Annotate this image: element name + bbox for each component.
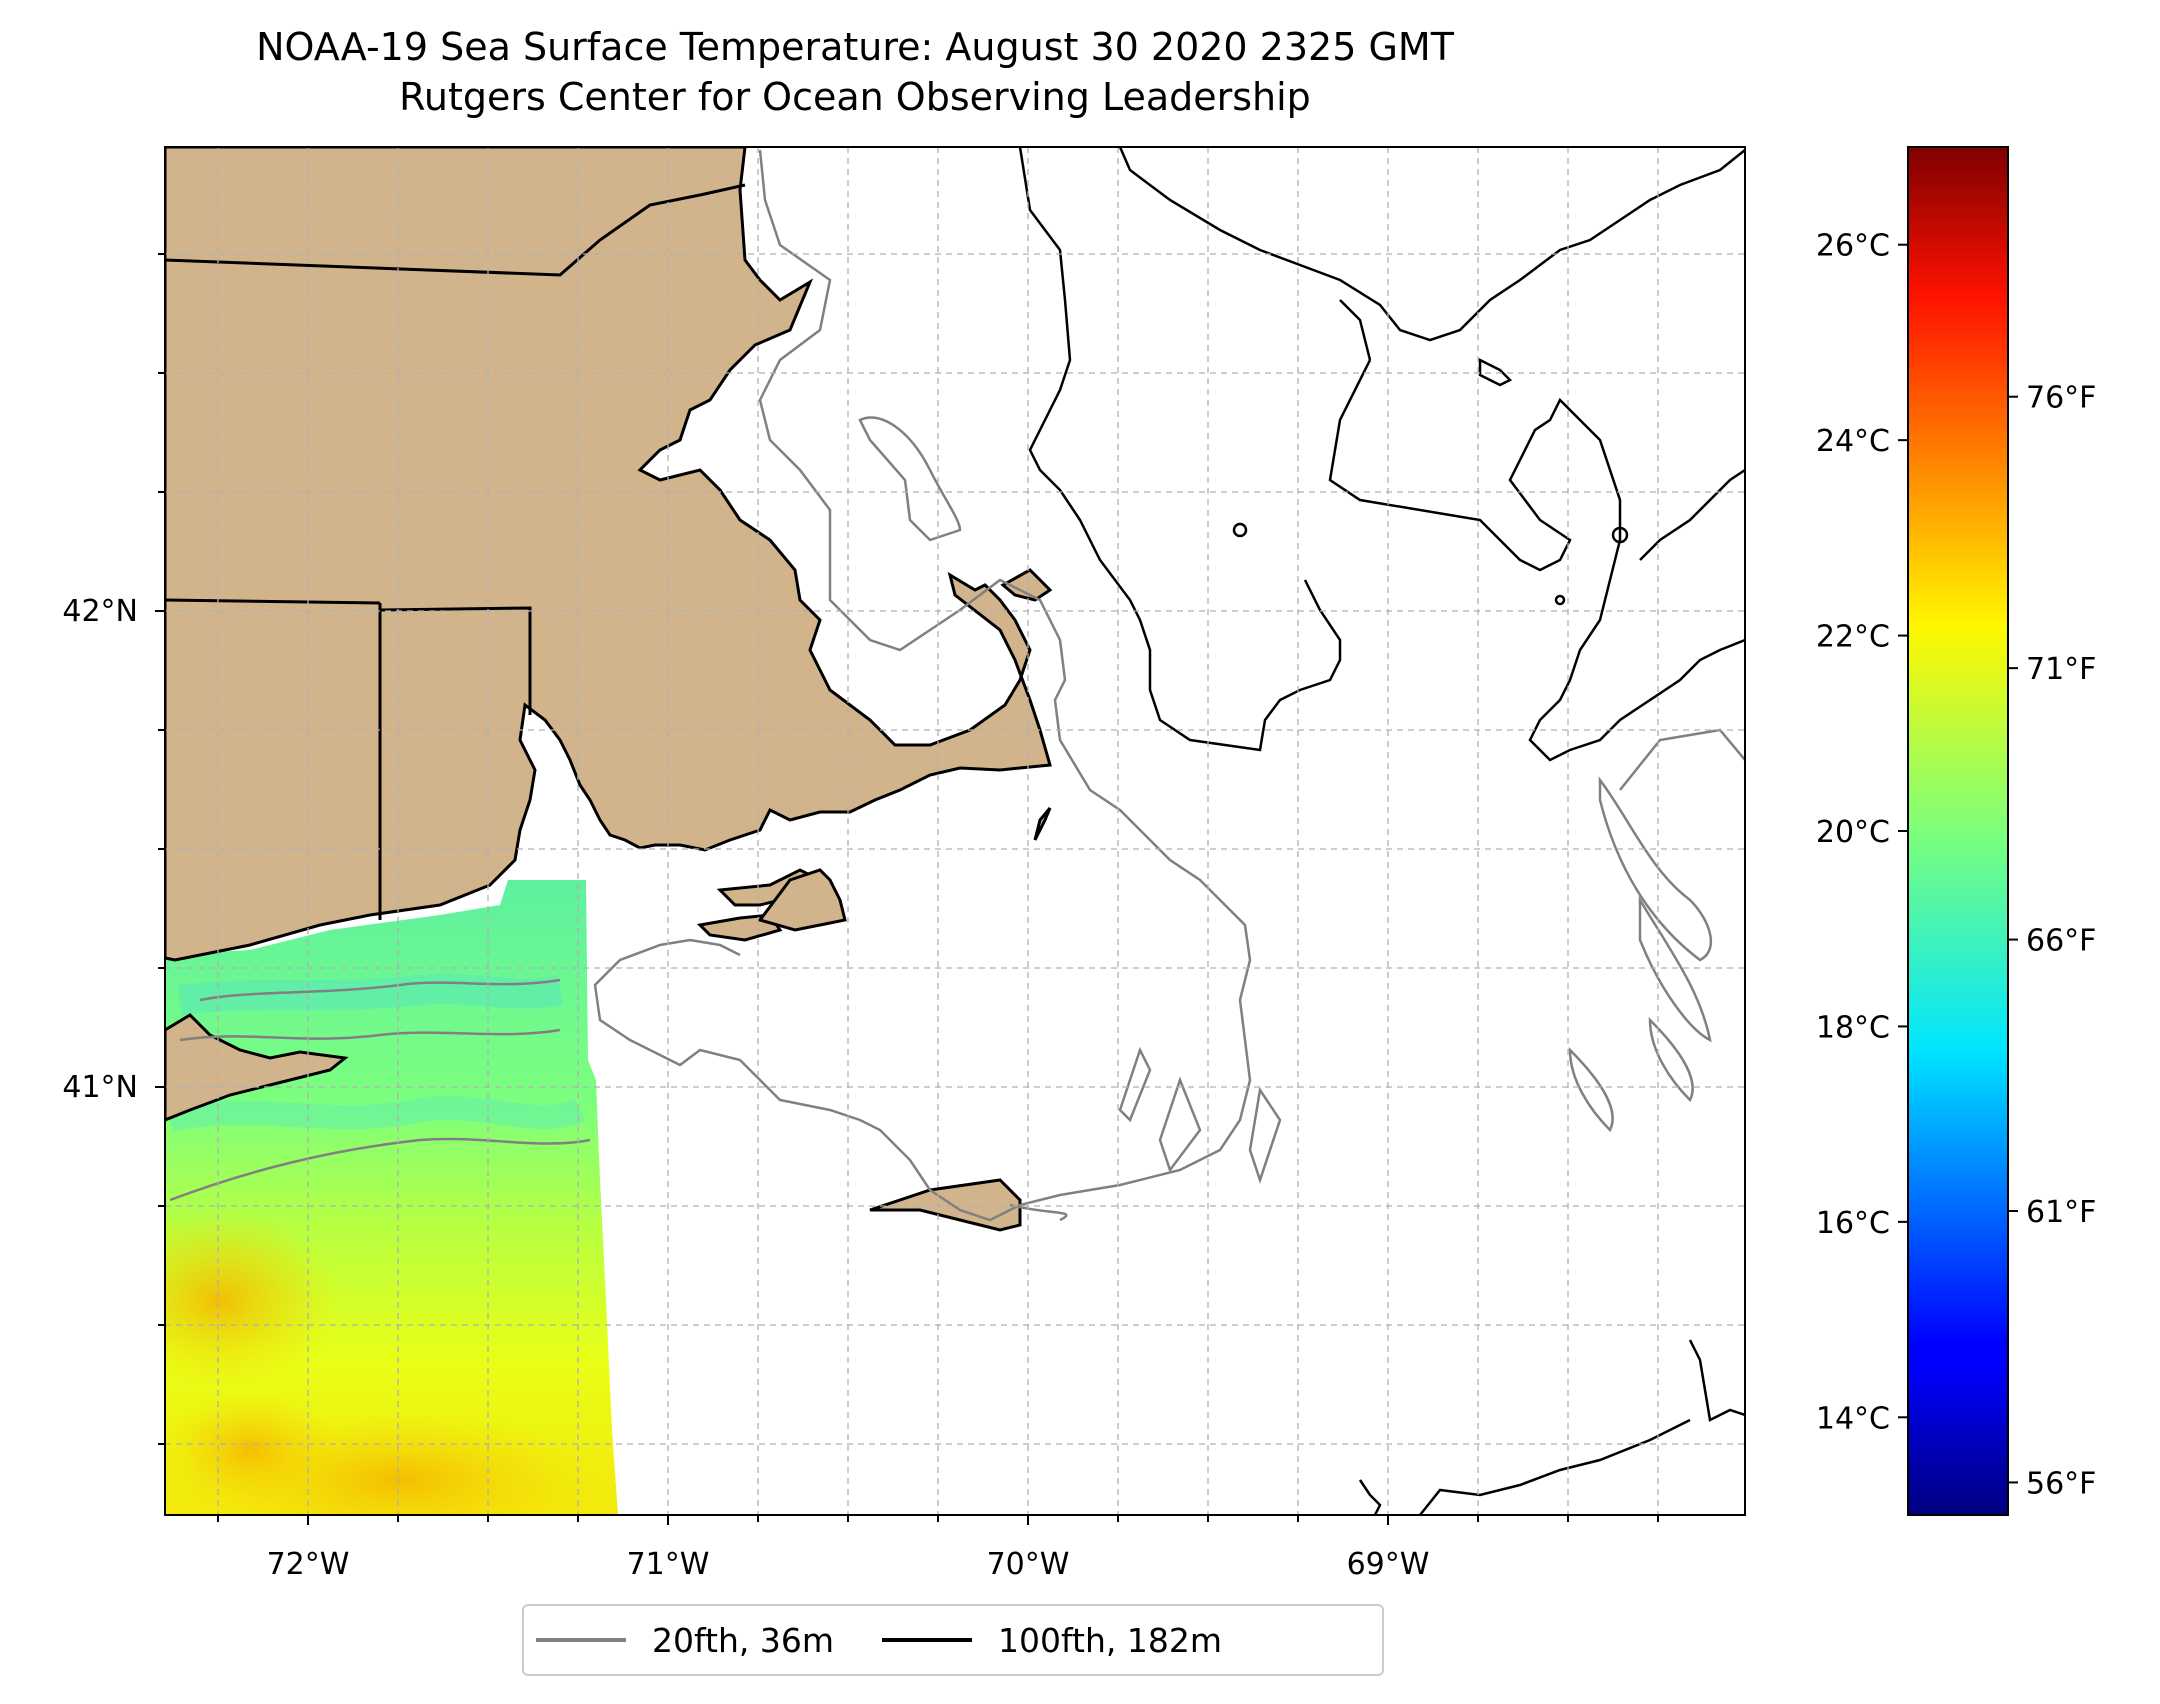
gridlines	[165, 147, 1745, 1515]
legend-entry-20fth: 20fth, 36m	[536, 1621, 834, 1660]
colorbar-celsius-label: 18°C	[1816, 1010, 1890, 1045]
colorbar-celsius-label: 20°C	[1816, 815, 1890, 850]
legend: 20fth, 36m 100fth, 182m	[522, 1604, 1384, 1676]
chart-title: NOAA-19 Sea Surface Temperature: August …	[0, 22, 1710, 122]
legend-swatch-gray	[536, 1638, 626, 1642]
colorbar-fahrenheit-ticks: 76°F 71°F 66°F 61°F 56°F	[2008, 381, 2096, 1501]
isobath-100fth	[1018, 147, 1745, 1515]
x-axis-ticks	[217, 1515, 1659, 1525]
sst-swath	[165, 880, 618, 1515]
colorbar-celsius-label: 22°C	[1816, 620, 1890, 655]
colorbar-celsius-label: 24°C	[1816, 424, 1890, 459]
legend-swatch-black	[882, 1638, 972, 1642]
colorbar: 26°C 24°C 22°C 20°C 18°C 16°C 14°C 76°F 71°F 66°…	[1816, 146, 2096, 1516]
isobath-20fth	[169, 149, 1745, 1222]
legend-label: 100fth, 182m	[998, 1620, 1222, 1660]
y-tick-label: 42°N	[62, 594, 138, 629]
colorbar-fahrenheit-label: 56°F	[2026, 1466, 2096, 1501]
y-axis-ticks	[155, 253, 165, 1445]
y-tick-label: 41°N	[62, 1070, 138, 1105]
legend-label: 20fth, 36m	[652, 1620, 834, 1660]
map-area	[165, 147, 1745, 1515]
legend-entry-100fth: 100fth, 182m	[882, 1621, 1222, 1660]
map-frame	[164, 146, 1746, 1516]
state-boundaries	[165, 183, 746, 920]
colorbar-celsius-label: 16°C	[1816, 1206, 1890, 1241]
colorbar-fahrenheit-label: 66°F	[2026, 924, 2096, 959]
x-tick-label: 71°W	[627, 1547, 710, 1582]
x-tick-label: 70°W	[987, 1547, 1070, 1582]
colorbar-scale	[1907, 146, 2009, 1516]
x-tick-label: 69°W	[1347, 1547, 1430, 1582]
colorbar-fahrenheit-label: 71°F	[2026, 652, 2096, 687]
title-line-2: Rutgers Center for Ocean Observing Leade…	[399, 75, 1311, 119]
colorbar-fahrenheit-label: 61°F	[2026, 1195, 2096, 1230]
x-tick-label: 72°W	[267, 1547, 350, 1582]
colorbar-celsius-ticks: 26°C 24°C 22°C 20°C 18°C 16°C 14°C	[1816, 229, 1908, 1436]
colorbar-celsius-label: 14°C	[1816, 1401, 1890, 1436]
land	[165, 147, 1053, 1232]
title-line-1: NOAA-19 Sea Surface Temperature: August …	[256, 25, 1454, 69]
colorbar-celsius-label: 26°C	[1816, 229, 1890, 264]
colorbar-fahrenheit-label: 76°F	[2026, 381, 2096, 416]
